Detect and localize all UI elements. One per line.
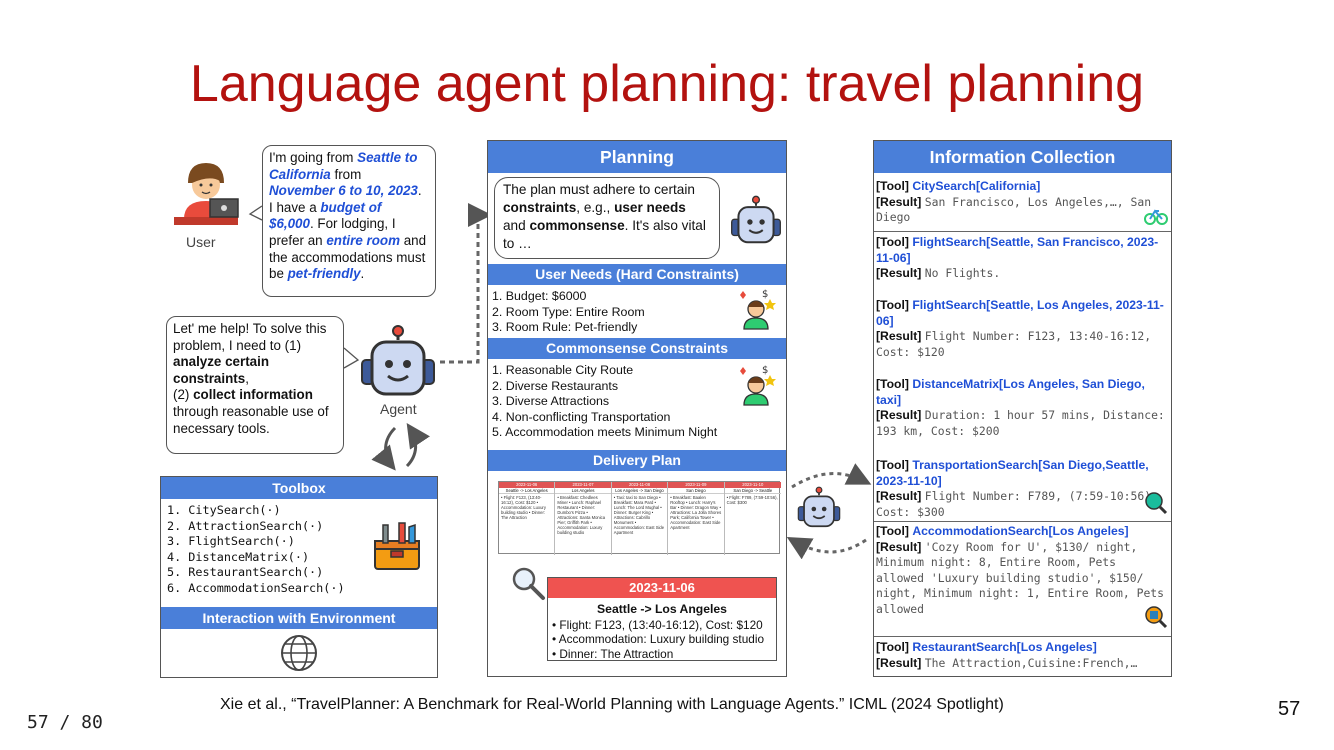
user-label: User — [186, 234, 216, 250]
slide-title: Language agent planning: travel planning — [189, 55, 1145, 113]
plan-day-column: 2023-11-10 San Diego -> Seattle • Flight… — [724, 482, 781, 555]
tool-call-entry: [Tool] CitySearch[California] [Result] S… — [876, 179, 1152, 225]
plan-day-column: 2023-11-06 Seattle -> Los Angeles • Flig… — [499, 482, 556, 555]
tool-call-entry: [Tool] FlightSearch[Seattle, Los Angeles… — [876, 298, 1164, 359]
person-thinking-icon: $ — [740, 365, 776, 406]
tool-call-entry: [Tool] DistanceMatrix[Los Angeles, San D… — [876, 377, 1165, 438]
user-needs-title: User Needs (Hard Constraints) — [488, 264, 786, 285]
cycle-arrow-right — [405, 423, 430, 468]
plan-day-column: 2023-11-07 Los Angeles • Breakfast: Ched… — [555, 482, 612, 555]
day-plan-date: 2023-11-06 — [548, 578, 776, 598]
tool-call-entry: [Tool] AccommodationSearch[Los Angeles] … — [876, 524, 1165, 616]
delivery-plan-table: 2023-11-06 Seattle -> Los Angeles • Flig… — [498, 481, 781, 555]
user-needs-list: 1. Budget: $6000 2. Room Type: Entire Ro… — [488, 286, 728, 339]
info-title: Information Collection — [874, 141, 1171, 173]
toolbox-title: Toolbox — [161, 477, 437, 499]
entry-divider — [874, 636, 1171, 637]
day-plan-route: Seattle -> Los Angeles — [597, 602, 727, 616]
commonsense-item: 2. Diverse Restaurants — [492, 378, 619, 393]
user-need-item: 1. Budget: $6000 — [492, 289, 587, 303]
day-plan-card: 2023-11-06 Seattle -> Los Angeles • Flig… — [547, 577, 777, 661]
delivery-plan-title: Delivery Plan — [488, 450, 786, 471]
entry-divider — [874, 521, 1171, 522]
globe-icon — [281, 635, 317, 671]
tool-item: 2. AttractionSearch(·) — [167, 518, 324, 533]
tool-item: 4. DistanceMatrix(·) — [167, 549, 310, 564]
commonsense-list: 1. Reasonable City Route 2. Diverse Rest… — [488, 360, 784, 444]
tool-item: 1. CitySearch(·) — [167, 503, 281, 517]
bicycle-icon — [1144, 209, 1168, 225]
cycle-arrow-left — [371, 426, 397, 471]
planning-bubble: The plan must adhere to certain constrai… — [494, 177, 720, 259]
information-collection-panel: Information Collection [Tool] CitySearch… — [873, 140, 1172, 677]
plan-day-column: 2023-11-09 San Diego • Breakfast: Baalen… — [668, 482, 725, 555]
map-search-icon — [1145, 492, 1168, 515]
day-plan-item: • Flight: F123, (13:40-16:12), Cost: $12… — [552, 618, 763, 632]
commonsense-title: Commonsense Constraints — [488, 338, 786, 359]
hotel-search-icon — [1145, 606, 1168, 629]
tool-call-entry: [Tool] TransportationSearch[San Diego,Se… — [876, 458, 1158, 519]
info-to-planning-arrow — [786, 537, 867, 560]
magnifier-icon — [512, 567, 545, 600]
user-avatar — [174, 163, 239, 225]
agent-label: Agent — [380, 401, 417, 417]
svg-text:$: $ — [762, 365, 768, 376]
user-request-bubble: I'm going from Seattle to California fro… — [262, 145, 436, 297]
toolbox-panel: Toolbox 1. CitySearch(·) 2. AttractionSe… — [160, 476, 438, 678]
planning-to-info-arrow — [791, 463, 872, 489]
commonsense-item: 4. Non-conflicting Transportation — [492, 409, 671, 424]
planning-robot-icon — [731, 195, 781, 244]
citation: Xie et al., “TravelPlanner: A Benchmark … — [220, 696, 1004, 713]
agent-robot-icon — [361, 325, 435, 396]
agent-to-planning-arrow — [440, 203, 492, 364]
person-thinking-icon: $ — [740, 289, 776, 330]
commonsense-item: 5. Accommodation meets Minimum Night — [492, 425, 718, 439]
svg-text:$: $ — [762, 289, 768, 300]
tool-call-entry: [Tool] RestaurantSearch[Los Angeles] [Re… — [876, 640, 1138, 670]
day-plan-item: • Dinner: The Attraction — [552, 646, 674, 661]
planning-title: Planning — [488, 141, 786, 173]
entry-divider — [874, 231, 1171, 232]
day-plan-item: • Accommodation: Luxury building studio — [552, 632, 765, 647]
plan-day-column: 2023-11-08 Los Angeles -> San Diego • Ta… — [611, 482, 669, 555]
page-number: 57 — [1278, 698, 1301, 720]
day-plan-items: • Flight: F123, (13:40-16:12), Cost: $12… — [548, 618, 776, 661]
commonsense-item: 1. Reasonable City Route — [492, 363, 634, 377]
tool-item: 3. FlightSearch(·) — [167, 534, 295, 548]
tool-call-entry: [Tool] FlightSearch[Seattle, San Francis… — [876, 235, 1159, 281]
agent-response-bubble: Let' me help! To solve this problem, I n… — [166, 316, 344, 454]
search-robot-icon — [797, 486, 841, 528]
interaction-title: Interaction with Environment — [161, 607, 437, 629]
tool-list: 1. CitySearch(·) 2. AttractionSearch(·) … — [161, 499, 437, 600]
toolbox-icon — [374, 522, 420, 570]
tool-item: 6. AccommodationSearch(·) — [167, 580, 345, 595]
tool-item: 5. RestaurantSearch(·) — [167, 565, 324, 579]
page-counter: 57 / 80 — [27, 712, 103, 733]
planning-panel: Planning The plan must adhere to certain… — [487, 140, 787, 677]
user-need-item: 2. Room Type: Entire Room — [492, 304, 645, 319]
user-need-item: 3. Room Rule: Pet-friendly — [492, 320, 638, 334]
commonsense-item: 3. Diverse Attractions — [492, 394, 610, 408]
